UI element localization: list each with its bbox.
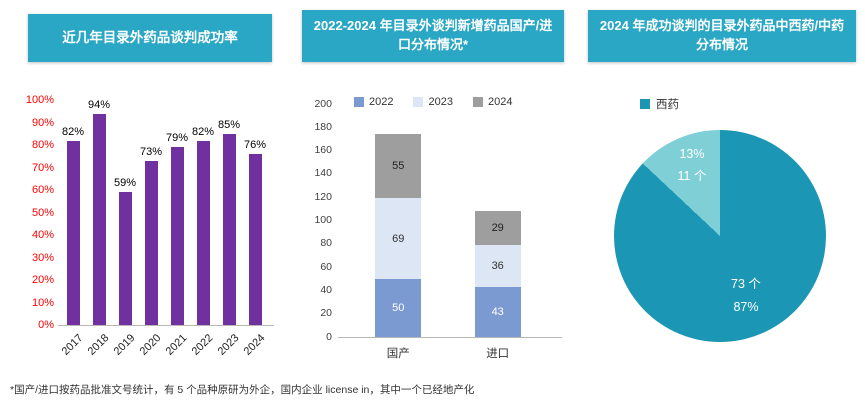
segment-value-label: 55 (392, 160, 405, 173)
bar-2023 (222, 133, 236, 326)
pie-chart (614, 130, 826, 342)
y-axis-tick-label: 100% (25, 94, 54, 106)
success-rate-bar-chart: 0% 10% 20% 30% 40% 50% 60% 70% 80% 90% 100% 82% 2017… (20, 86, 290, 386)
stacked-segment-2024-进口 (474, 211, 521, 245)
segment-value-label: 69 (392, 232, 405, 245)
bar-value-label: 85% (217, 118, 241, 131)
pie-small-slice-percent-label: 13% (679, 147, 705, 161)
pie-chart-title: 2024 年成功谈判的目录外药品中西药/中药分布情况 (588, 10, 856, 62)
y-axis-tick-label: 140 (314, 167, 332, 180)
stacked-segment-2023-国产 (375, 198, 422, 279)
legend-swatch-western-medicine (640, 99, 650, 109)
bar-value-label: 76% (243, 139, 267, 151)
segment-value-label: 29 (491, 222, 504, 235)
legend-label-2024: 2024 (487, 96, 513, 108)
y-axis-tick-label: 80% (31, 139, 54, 151)
bar-value-label: 79% (165, 132, 189, 145)
bar-2022 (196, 140, 210, 325)
y-axis-tick-label: 0% (38, 319, 54, 331)
y-axis-tick-label: 200 (314, 97, 332, 110)
x-axis-category-label: 进口 (486, 348, 510, 360)
footnote: *国产/进口按药品批准文号统计，有 5 个品种原研为外企，国内企业 licens… (10, 384, 475, 396)
bar-value-label: 59% (113, 177, 137, 190)
pie-main-slice-percent-label: 87% (733, 300, 759, 314)
y-axis-tick-label: 90% (31, 116, 54, 129)
stacked-segment-2022-国产 (375, 278, 422, 338)
pie-main-slice-count-label: 73 个 (731, 277, 761, 291)
x-axis-line (338, 337, 562, 338)
y-axis-tick-label: 40 (320, 283, 332, 296)
y-axis-tick-label: 20% (31, 274, 54, 286)
bar-2024 (248, 154, 262, 325)
domestic-import-chart-title: 2022-2024 年目录外谈判新增药品国产/进口分布情况* (302, 10, 564, 62)
panel-western-chinese-medicine: 2024 年成功谈判的目录外药品中西药/中药分布情况 西药 13% 11 个 7… (578, 0, 865, 401)
domestic-import-stacked-bar-chart: 0 20 40 60 80 100 120 140 160 180 200 2022 2023 2024 5… (302, 94, 570, 394)
y-axis-tick-label: 20 (320, 307, 332, 320)
bar-value-label: 82% (61, 125, 85, 138)
bar-2018 (92, 113, 106, 325)
pie-small-slice-count-label: 11 个 (677, 169, 707, 183)
y-axis-tick-label: 50% (31, 206, 54, 219)
bar-2019 (118, 192, 132, 326)
legend-swatch-2023 (413, 97, 424, 107)
legend-label-2023: 2023 (428, 96, 453, 108)
bar-value-label: 73% (139, 145, 163, 158)
legend-item-2024: 2024 (472, 96, 513, 108)
chart-legend: 2022 2023 2024 (354, 96, 512, 108)
legend-item-2022: 2022 (354, 96, 393, 108)
y-axis-tick-label: 10% (31, 296, 54, 309)
legend-item-2023: 2023 (413, 96, 453, 108)
bar-2017 (66, 140, 80, 325)
y-axis-tick-label: 80 (320, 237, 332, 250)
y-axis-tick-label: 30% (31, 251, 54, 264)
x-axis-category-label: 国产 (386, 348, 410, 360)
stacked-segment-2023-进口 (474, 245, 521, 287)
y-axis-tick-label: 0 (326, 330, 332, 343)
segment-value-label: 50 (392, 301, 405, 314)
y-axis-tick-label: 100 (314, 214, 332, 226)
pie-legend: 西药 (640, 96, 679, 112)
bar-value-label: 94% (87, 98, 111, 111)
y-axis-tick-label: 160 (314, 144, 332, 157)
success-rate-chart-title: 近几年目录外药品谈判成功率 (28, 14, 272, 62)
x-axis-line (58, 325, 274, 326)
legend-swatch-2022 (354, 97, 364, 107)
y-axis-tick-label: 60 (320, 260, 332, 273)
y-axis-tick-label: 70% (31, 161, 54, 174)
panel-domestic-import: 2022-2024 年目录外谈判新增药品国产/进口分布情况* 0 20 40 60 80… (296, 0, 572, 401)
panel-success-rate: 近几年目录外药品谈判成功率 0% 10% 20% 30% 40% 50% 60% 70% 80%… (8, 0, 293, 401)
legend-label-western-medicine: 西药 (656, 99, 679, 111)
bar-2020 (144, 160, 158, 326)
legend-swatch-2024 (472, 97, 483, 107)
bar-value-label: 82% (191, 125, 215, 138)
segment-value-label: 36 (491, 259, 504, 272)
y-axis-tick-label: 40% (31, 229, 54, 241)
y-axis-tick-label: 60% (31, 184, 54, 196)
segment-value-label: 43 (491, 306, 504, 318)
stacked-segment-2022-进口 (474, 286, 521, 337)
y-axis-tick-label: 180 (314, 120, 332, 133)
stacked-segment-2024-国产 (375, 134, 422, 199)
legend-label-2022: 2022 (369, 96, 394, 108)
bar-2021 (170, 147, 184, 326)
y-axis-tick-label: 120 (314, 190, 332, 203)
